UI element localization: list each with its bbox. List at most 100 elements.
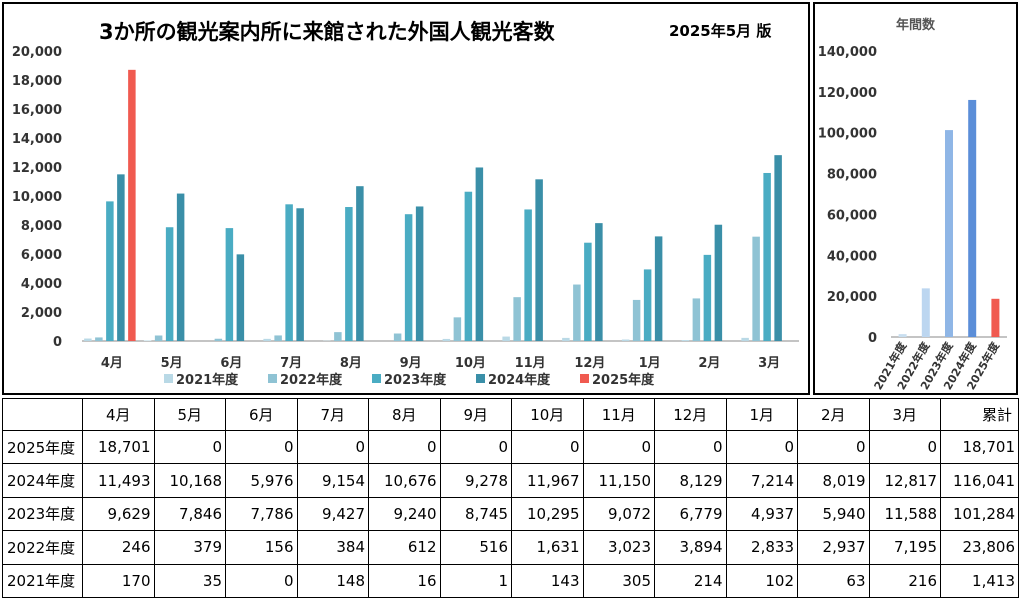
table-cell: 0 <box>797 429 870 465</box>
table-cell: 216 <box>868 563 941 599</box>
bar <box>442 338 451 341</box>
table-cell: 7,195 <box>868 530 941 565</box>
table-cell: 246 <box>82 530 155 565</box>
legend-label: 2024年度 <box>488 372 551 388</box>
annual-y-tick-label: 0 <box>868 331 877 346</box>
bar <box>143 340 152 341</box>
table-row: 2024年度 11,493 10,168 5,976 9,154 10,676 9,278 1… <box>2 463 1019 498</box>
annual-bar <box>945 130 953 337</box>
table-cell: 5,976 <box>225 463 298 498</box>
x-tick-label: 2月 <box>698 356 720 371</box>
table-cell: 516 <box>439 530 512 565</box>
table-cell: 2,937 <box>797 530 870 565</box>
y-tick-label: 20,000 <box>12 45 62 60</box>
table-header-month: 5月 <box>153 398 226 431</box>
bar <box>225 228 234 341</box>
table-header-month: 8月 <box>368 398 441 431</box>
table-cell: 102 <box>725 563 798 599</box>
x-tick-label: 9月 <box>400 356 422 371</box>
table-cell: 8,019 <box>797 463 870 498</box>
bar <box>752 236 760 341</box>
table-cell: 6,779 <box>654 496 727 532</box>
y-tick-label: 12,000 <box>12 161 62 176</box>
x-tick-label: 3月 <box>758 356 780 371</box>
bar <box>453 317 462 341</box>
table-cell: 101,284 <box>940 496 1019 532</box>
x-tick-label: 11月 <box>515 356 546 371</box>
annual-bar <box>898 334 907 337</box>
table-cell: 9,072 <box>582 496 655 532</box>
x-tick-label: 10月 <box>455 356 486 371</box>
bar <box>621 339 630 341</box>
bar <box>741 337 749 341</box>
table-cell: 10,676 <box>368 463 441 498</box>
legend-label: 2021年度 <box>176 372 239 388</box>
table-cell: 0 <box>725 429 798 465</box>
table-cell: 11,967 <box>511 463 584 498</box>
annual-bar <box>921 288 930 337</box>
table-cell: 1,631 <box>511 530 584 565</box>
bar <box>296 208 304 341</box>
table-cell: 9,154 <box>296 463 369 498</box>
table-cell: 0 <box>153 429 226 465</box>
table-cell: 116,041 <box>940 463 1019 498</box>
bar <box>117 174 125 341</box>
x-tick-label: 5月 <box>161 356 183 371</box>
table-row: 2025年度 18,701 0 0 0 0 0 0 0 0 0 0 0 18,701 <box>2 429 1019 465</box>
table-cell: 0 <box>511 429 584 465</box>
table-cell: 0 <box>368 429 441 465</box>
bar <box>524 209 532 341</box>
bar <box>263 338 271 341</box>
bar <box>681 340 690 341</box>
bar <box>106 201 114 341</box>
table-cell: 7,214 <box>725 463 798 498</box>
legend-swatch <box>164 374 173 383</box>
y-tick-label: 0 <box>53 335 62 350</box>
bar <box>393 333 402 341</box>
annual-y-tick-label: 140,000 <box>818 45 877 60</box>
bar <box>774 155 782 341</box>
table-header-month: 12月 <box>654 398 727 431</box>
table-row: 2021年度 170 35 0 148 16 1 143 305 214 102 63 216 1,413 <box>2 563 1019 599</box>
table-cell: 8,129 <box>654 463 727 498</box>
bar <box>165 227 174 341</box>
bar <box>345 207 353 341</box>
annual-bar <box>968 99 977 337</box>
table-cell: 0 <box>296 429 369 465</box>
x-tick-label: 6月 <box>220 356 242 371</box>
bar <box>154 335 163 341</box>
bar <box>95 337 103 341</box>
table-cell: 7,786 <box>225 496 298 532</box>
bar <box>692 298 701 341</box>
y-tick-label: 14,000 <box>12 132 62 147</box>
table-header-month: 11月 <box>582 398 655 431</box>
table-cell: 0 <box>439 429 512 465</box>
table-row: 2022年度 246 379 156 384 612 516 1,631 3,023 3,894 2… <box>2 530 1019 565</box>
edition-label: 2025年5月 版 <box>669 22 772 40</box>
table-header-month: 6月 <box>225 398 298 431</box>
table-header-month: 10月 <box>511 398 584 431</box>
bar <box>502 336 510 341</box>
bar <box>584 242 592 341</box>
table-cell: 9,240 <box>368 496 441 532</box>
table-cell: 214 <box>654 563 727 599</box>
table-cell: 16 <box>368 563 441 599</box>
row-label: 2023年度 <box>2 496 83 532</box>
table-cell: 2,833 <box>725 530 798 565</box>
table-header-month: 3月 <box>868 398 941 431</box>
table-cell: 18,701 <box>82 429 155 465</box>
row-label: 2025年度 <box>2 429 83 465</box>
annual-bar-chart: 0 20,000 40,000 60,000 80,000 100,000 120,000 1… <box>818 45 1007 392</box>
bar <box>285 204 293 341</box>
table-cell: 4,937 <box>725 496 798 532</box>
table-cell: 170 <box>82 563 155 599</box>
legend-swatch <box>580 374 589 383</box>
bar <box>654 236 663 341</box>
row-label: 2022年度 <box>2 530 83 565</box>
legend-label: 2025年度 <box>592 372 655 388</box>
table-header-month: 2月 <box>797 398 870 431</box>
table-cell: 9,278 <box>439 463 512 498</box>
y-tick-label: 8,000 <box>21 219 62 234</box>
bar <box>643 269 652 341</box>
table-cell: 10,168 <box>153 463 226 498</box>
